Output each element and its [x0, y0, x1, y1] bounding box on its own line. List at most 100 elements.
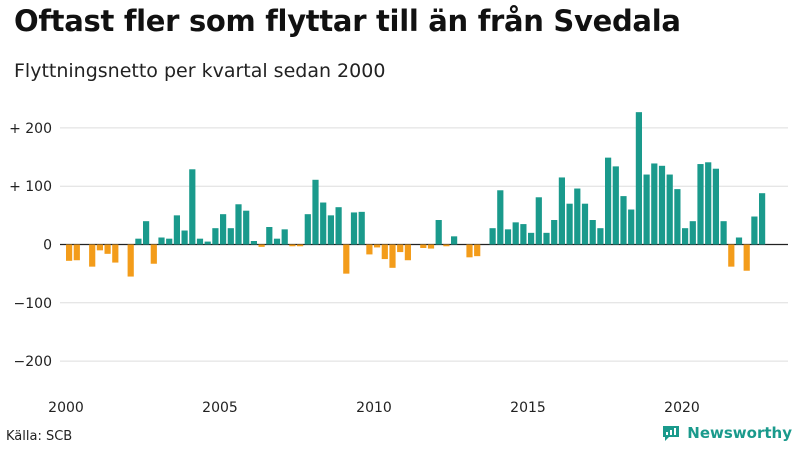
bar: [759, 193, 766, 245]
bar: [728, 244, 735, 267]
bar: [489, 228, 496, 245]
y-tick-label: −200: [14, 354, 52, 370]
bar-chart-logo-icon: [663, 426, 680, 441]
bar: [720, 221, 727, 245]
bar: [674, 189, 681, 245]
bar: [535, 197, 542, 245]
y-tick-label: + 200: [9, 121, 52, 137]
bar: [735, 237, 743, 245]
brand-logo[interactable]: Newsworthy: [661, 424, 792, 442]
bar: [697, 164, 704, 245]
bar: [320, 202, 327, 245]
bar: [366, 244, 373, 255]
bar: [235, 204, 242, 245]
bar: [635, 112, 642, 245]
bar: [512, 222, 519, 245]
bar: [589, 220, 596, 245]
x-tick-label: 2020: [664, 400, 700, 416]
bar: [612, 166, 619, 245]
bar: [497, 190, 504, 245]
bar: [150, 244, 157, 264]
bar: [389, 244, 396, 268]
bar: [682, 228, 689, 245]
bar: [89, 244, 96, 267]
bar: [543, 232, 550, 245]
bar: [528, 232, 535, 245]
x-tick-label: 2005: [202, 400, 238, 416]
bar: [643, 174, 650, 245]
bar: [312, 179, 319, 245]
bar: [127, 244, 134, 277]
bar: [705, 162, 712, 245]
bar: [96, 244, 103, 251]
x-tick-label: 2015: [510, 400, 546, 416]
bar: [381, 244, 388, 260]
y-tick-label: 0: [43, 238, 52, 254]
bar: [443, 244, 450, 247]
bar: [273, 238, 281, 245]
bar: [620, 196, 627, 245]
bar: [558, 177, 565, 245]
bar: [327, 215, 334, 245]
y-tick-label: + 100: [9, 179, 52, 195]
bar: [181, 230, 188, 245]
bar: [304, 214, 311, 245]
bar: [751, 216, 758, 245]
source-label: Källa: SCB: [6, 429, 73, 444]
bar: [196, 238, 204, 245]
brand-name: Newsworthy: [687, 424, 792, 442]
bar: [189, 169, 196, 245]
bar: [651, 163, 658, 245]
bar: [343, 244, 350, 274]
bar: [135, 238, 142, 245]
bar: [350, 212, 358, 245]
bar: [358, 211, 365, 245]
bar: [597, 228, 604, 245]
bar: [551, 220, 558, 245]
chart-title: Oftast fler som flyttar till än från Sve…: [14, 4, 681, 38]
bar: [451, 236, 458, 245]
bar: [166, 238, 173, 245]
bar: [628, 209, 635, 245]
bar: [427, 244, 435, 249]
bar: [566, 203, 573, 245]
bar: [474, 244, 481, 257]
bar: [666, 174, 673, 245]
x-tick-label: 2010: [356, 400, 392, 416]
bar: [435, 220, 442, 245]
bar: [243, 210, 250, 245]
x-tick-label: 2000: [48, 400, 84, 416]
bar: [404, 244, 411, 261]
bar: [104, 244, 111, 254]
bar: [397, 244, 404, 253]
bar: [266, 227, 273, 245]
bar: [173, 215, 180, 245]
bar: [689, 221, 696, 245]
bar: [466, 244, 473, 258]
bar: [574, 188, 581, 245]
bar: [250, 241, 257, 245]
chart-subtitle: Flyttningsnetto per kvartal sedan 2000: [14, 60, 386, 82]
bar: [204, 241, 211, 245]
bar: [605, 157, 612, 245]
bar: [66, 244, 73, 261]
bar: [335, 207, 342, 245]
bar: [281, 229, 288, 245]
bar: [73, 244, 80, 261]
bar: [658, 165, 666, 245]
bar: [520, 224, 527, 245]
bar: [297, 244, 304, 247]
bar: [143, 221, 150, 245]
bar: [374, 244, 381, 248]
bar: [289, 244, 296, 247]
bar: [504, 229, 512, 245]
bar: [420, 244, 427, 248]
bar: [743, 244, 750, 271]
bar: [220, 214, 227, 245]
bar: [712, 168, 719, 245]
bar: [212, 228, 219, 245]
bar: [158, 237, 165, 245]
bar: [258, 244, 265, 247]
bar: [581, 203, 589, 245]
